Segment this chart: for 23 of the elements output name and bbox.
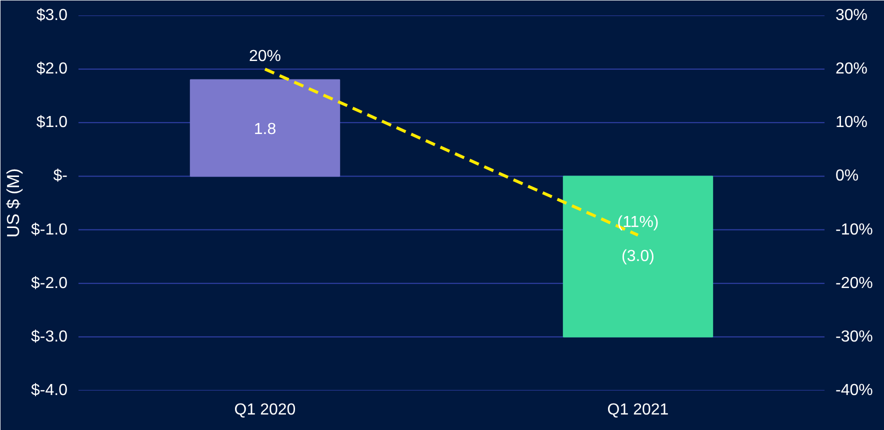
data-label: (11%) xyxy=(617,214,659,232)
y-tick-label: $-2.0 xyxy=(31,274,68,292)
y-tick-label: $- xyxy=(53,168,68,185)
y-tick-label: $-3.0 xyxy=(31,328,68,346)
y2-tick-label: 0% xyxy=(836,168,859,185)
y2-tick-label: 20% xyxy=(836,60,868,78)
y2-tick-label: -30% xyxy=(836,328,873,346)
y2-tick-label: -40% xyxy=(836,382,873,399)
x-tick-label: Q1 2021 xyxy=(607,402,669,418)
x-tick-label: Q1 2020 xyxy=(234,402,296,418)
y2-tick-label: 10% xyxy=(836,114,868,132)
data-label: (3.0) xyxy=(622,248,654,266)
y2-tick-label: -20% xyxy=(836,274,873,292)
data-label: 1.8 xyxy=(254,121,276,138)
y-tick-label: $-4.0 xyxy=(31,382,68,399)
y2-tick-label: 30% xyxy=(836,7,868,24)
y-tick-label: $2.0 xyxy=(36,60,68,78)
y-tick-label: $1.0 xyxy=(36,114,68,132)
y-tick-label: $3.0 xyxy=(36,7,68,24)
data-label: 20% xyxy=(248,48,282,66)
y-tick-label: $-1.0 xyxy=(31,221,68,238)
y2-tick-label: -10% xyxy=(836,221,873,238)
y-axis-title: US $ (M) xyxy=(3,168,24,238)
